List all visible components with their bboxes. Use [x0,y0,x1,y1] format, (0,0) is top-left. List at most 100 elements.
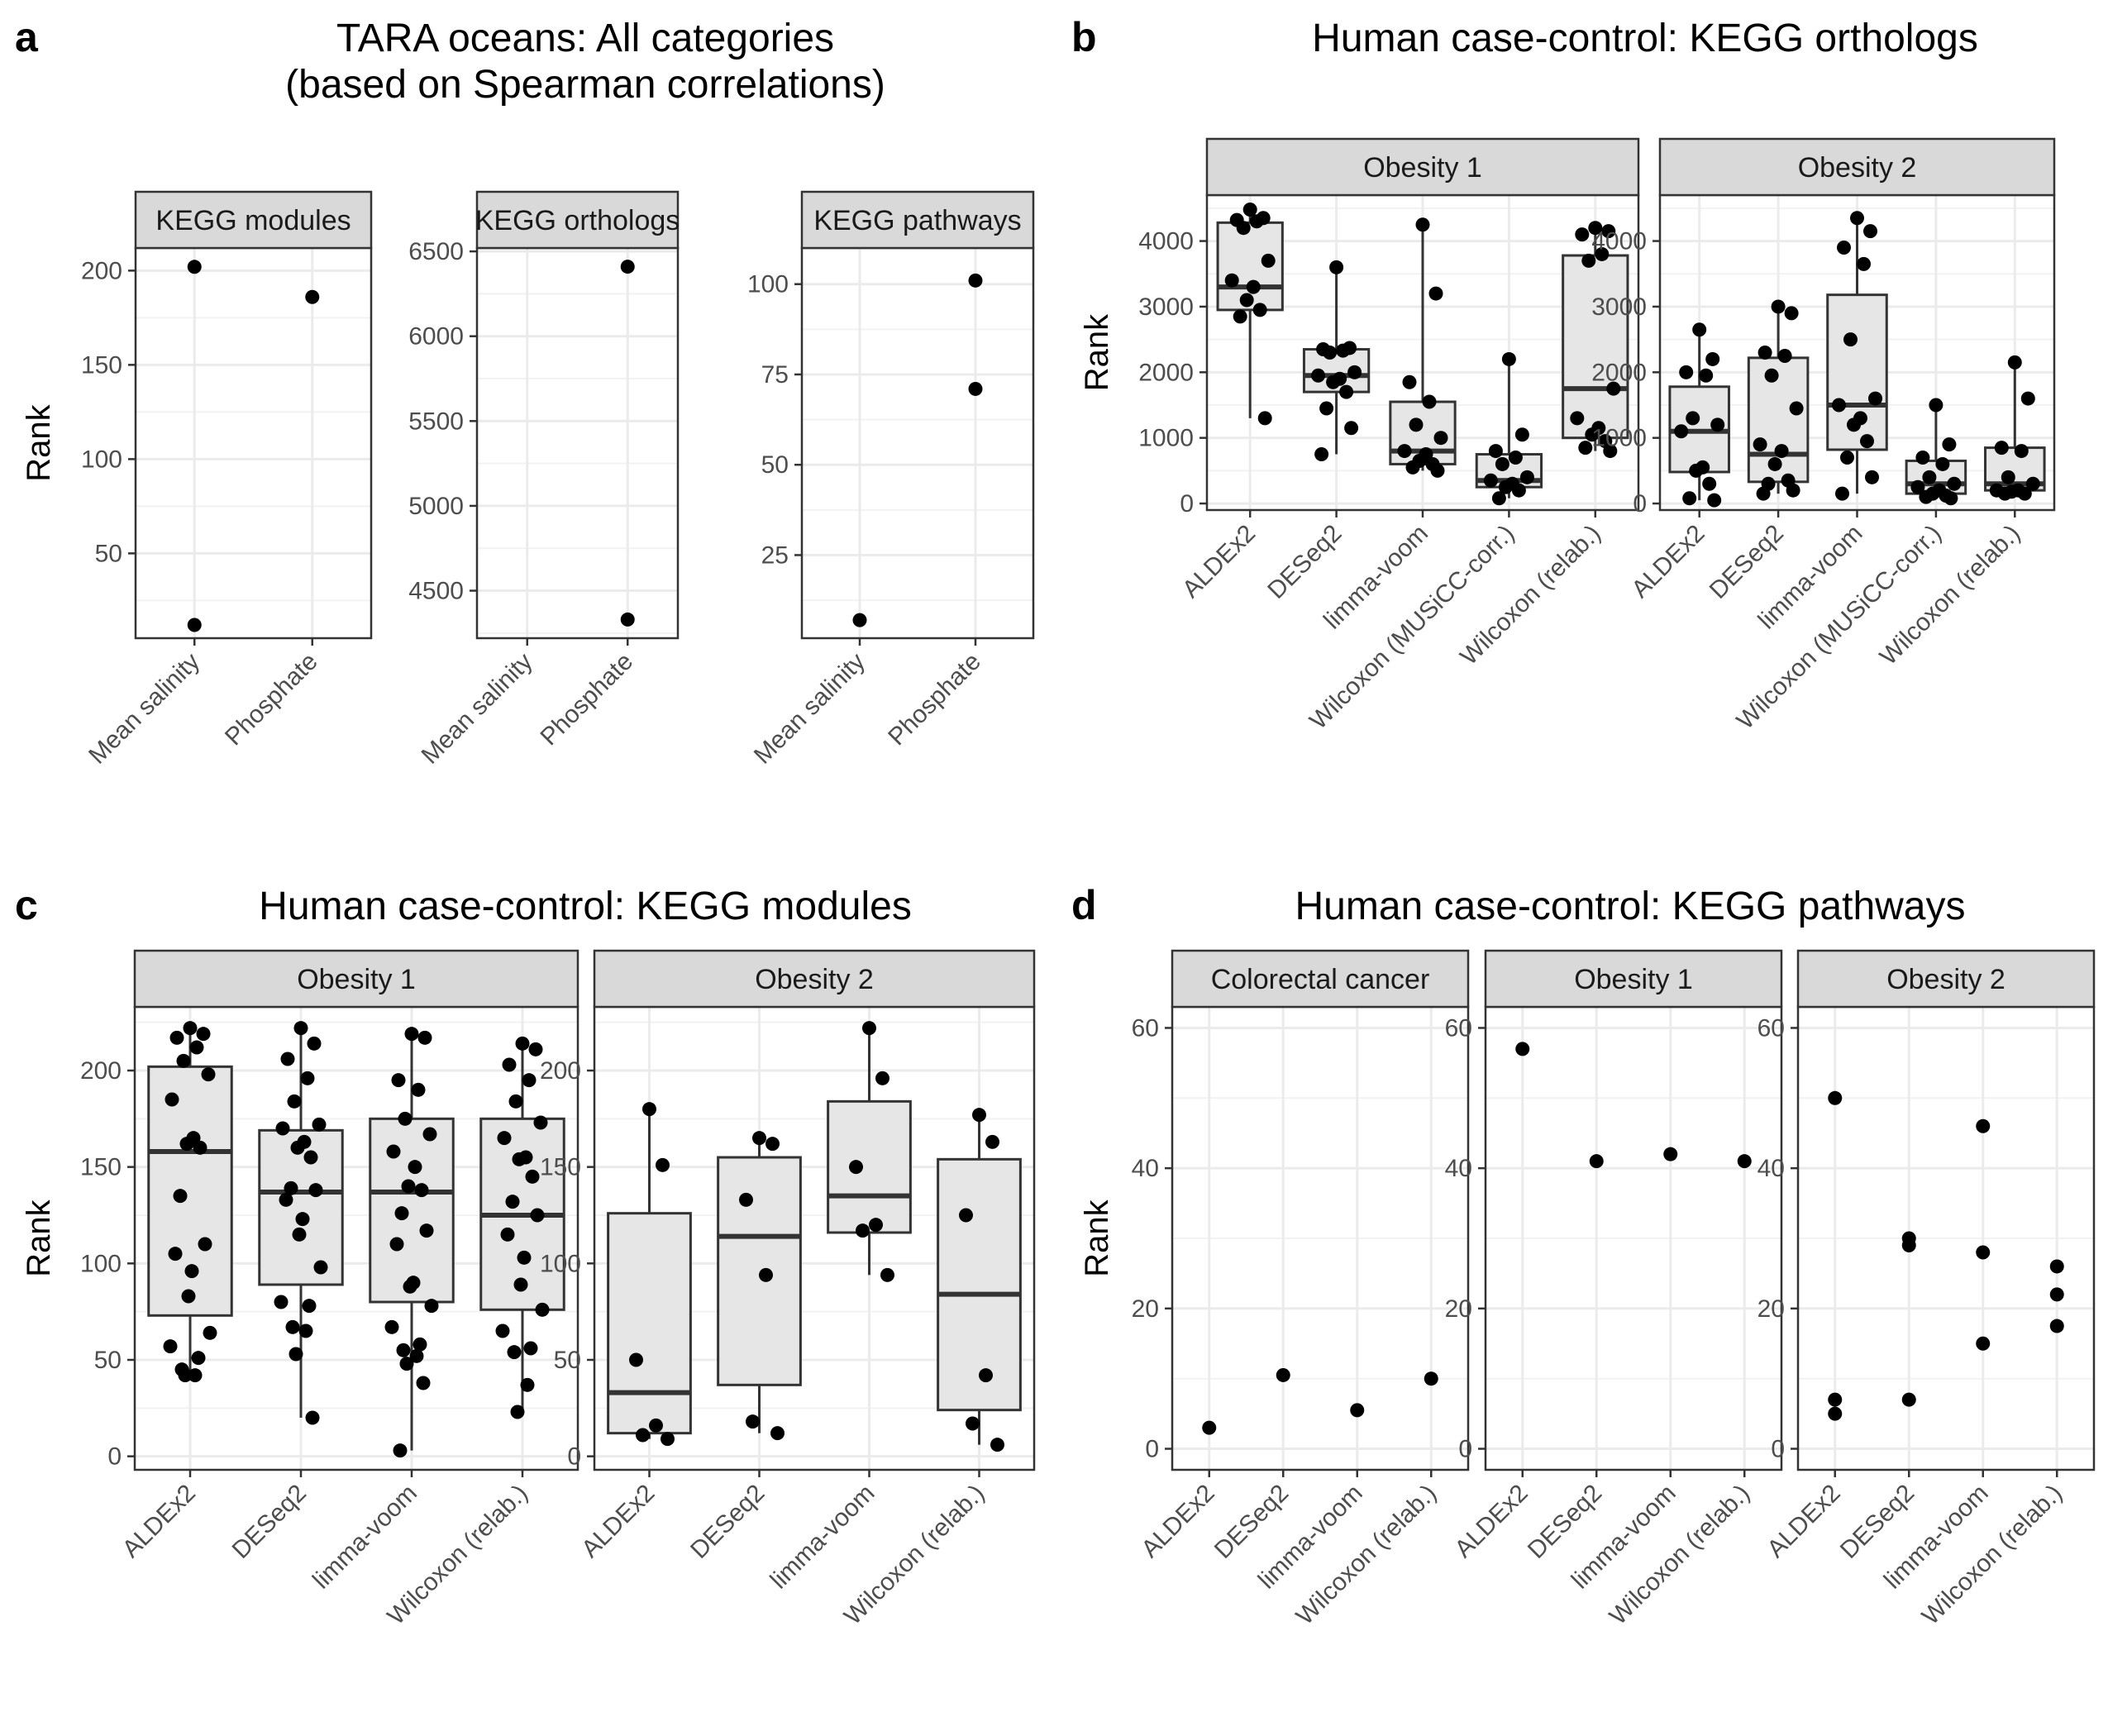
data-point [394,1206,409,1221]
data-point [1679,365,1694,379]
data-point [184,1264,199,1279]
x-tick-label: Phosphate [883,648,986,751]
data-point [413,1337,427,1352]
data-point [187,618,202,632]
y-tick-label: 200 [80,1057,122,1085]
y-tick-label: 0 [1145,1436,1159,1463]
data-point [165,1092,179,1107]
data-point [1249,214,1264,229]
data-point [770,1426,785,1441]
data-point [305,1410,320,1425]
strip-label: KEGG orthologs [475,205,680,236]
data-point [1581,253,1596,268]
data-point [1588,221,1603,236]
data-point [398,1111,413,1126]
data-point [1789,401,1804,416]
y-tick-label: 40 [1757,1155,1785,1182]
y-tick-label: 150 [81,351,122,379]
data-point [525,1169,540,1184]
strip-label: KEGG modules [155,205,351,236]
y-tick-label: 100 [80,1250,122,1277]
strip-box [475,190,680,250]
data-point [179,1137,194,1152]
y-tick-label: 60 [1132,1014,1159,1042]
data-point [1578,441,1593,455]
x-tick-label: Wilcoxon (relab.) [1875,520,2025,670]
data-point [985,1134,999,1149]
data-point [1915,451,1930,465]
x-tick-label: Wilcoxon (relab.) [1605,1480,1755,1630]
data-point [1663,1147,1678,1161]
data-point [533,1115,548,1130]
data-point [176,1053,191,1068]
strip-label: KEGG pathways [813,205,1021,236]
data-point [1428,286,1443,301]
facet-kegg-pathways: KEGG pathways 25 50 75 100 Mean salinity Phosp… [747,190,1035,770]
data-point [302,1299,317,1314]
panel-label-c: c [15,882,38,928]
data-point [1508,451,1523,465]
box-wilcoxon-relab [1984,355,2046,501]
y-tick-label: 40 [1132,1155,1159,1182]
y-tick-label: 0 [107,1443,122,1471]
data-point [163,1339,178,1354]
y-tick-label: 60 [1757,1014,1785,1042]
data-point [1847,417,1861,432]
data-point [661,1432,675,1447]
data-point [1350,1403,1365,1418]
data-point [424,1299,439,1314]
data-point [1397,444,1412,459]
data-point [401,1179,416,1194]
y-tick-label: 50 [761,451,789,479]
data-point [1405,460,1420,475]
data-point [193,1140,207,1155]
data-point [495,1323,510,1338]
data-point [1424,1371,1438,1386]
data-point [649,1418,663,1433]
y-tick-label: 40 [1445,1155,1472,1182]
panel-b: b Human case-control: KEGG orthologs Rank O… [1071,14,2056,735]
data-point [1777,348,1792,363]
data-point [1901,1392,1916,1407]
data-point [1422,394,1437,409]
data-point [1236,221,1251,236]
y-tick-label: 60 [1445,1014,1472,1042]
box-body [1562,254,1629,440]
data-point [1339,384,1354,399]
data-point [1488,444,1503,459]
data-point [1239,293,1254,308]
box-wilcoxon-relab [937,1108,1022,1452]
data-point [2014,444,2029,459]
facet-obesity-2: Obesity 2 0 50 100 150 200 ALDEx2 DESeq2limma-v… [540,949,1036,1630]
data-point [852,613,867,627]
strip-box [593,949,1036,1009]
data-point [968,381,983,396]
data-point [1511,483,1526,498]
data-point [1832,398,1846,413]
box-wilcoxon-musicc-corr [1475,351,1543,506]
x-tick-label: Phosphate [220,648,323,751]
data-point [1919,489,1934,504]
box-body [258,1128,344,1286]
data-point [620,260,635,274]
strip-box [133,949,579,1009]
data-point [759,1267,773,1282]
box-wilcoxon-musicc-corr [1905,398,1967,506]
data-point [656,1157,670,1172]
panel-title: Human case-control: KEGG modules [259,885,912,928]
x-tick-label: ALDEx2 [1137,1480,1220,1563]
facet-obesity-2: Obesity 201000200030004000ALDEx2DESeq2li… [1591,137,2056,735]
data-point [1692,322,1707,337]
data-point [1976,1118,1991,1133]
data-point [1224,273,1239,288]
data-point [1943,491,1958,506]
data-point [1702,476,1717,491]
box-deseq2 [717,1131,802,1441]
data-point [1767,456,1782,471]
data-point [289,1347,303,1362]
box-aldex2 [607,1102,692,1447]
box-deseq2 [258,1021,344,1425]
data-point [862,1021,876,1036]
y-tick-label: 2000 [1138,359,1194,386]
